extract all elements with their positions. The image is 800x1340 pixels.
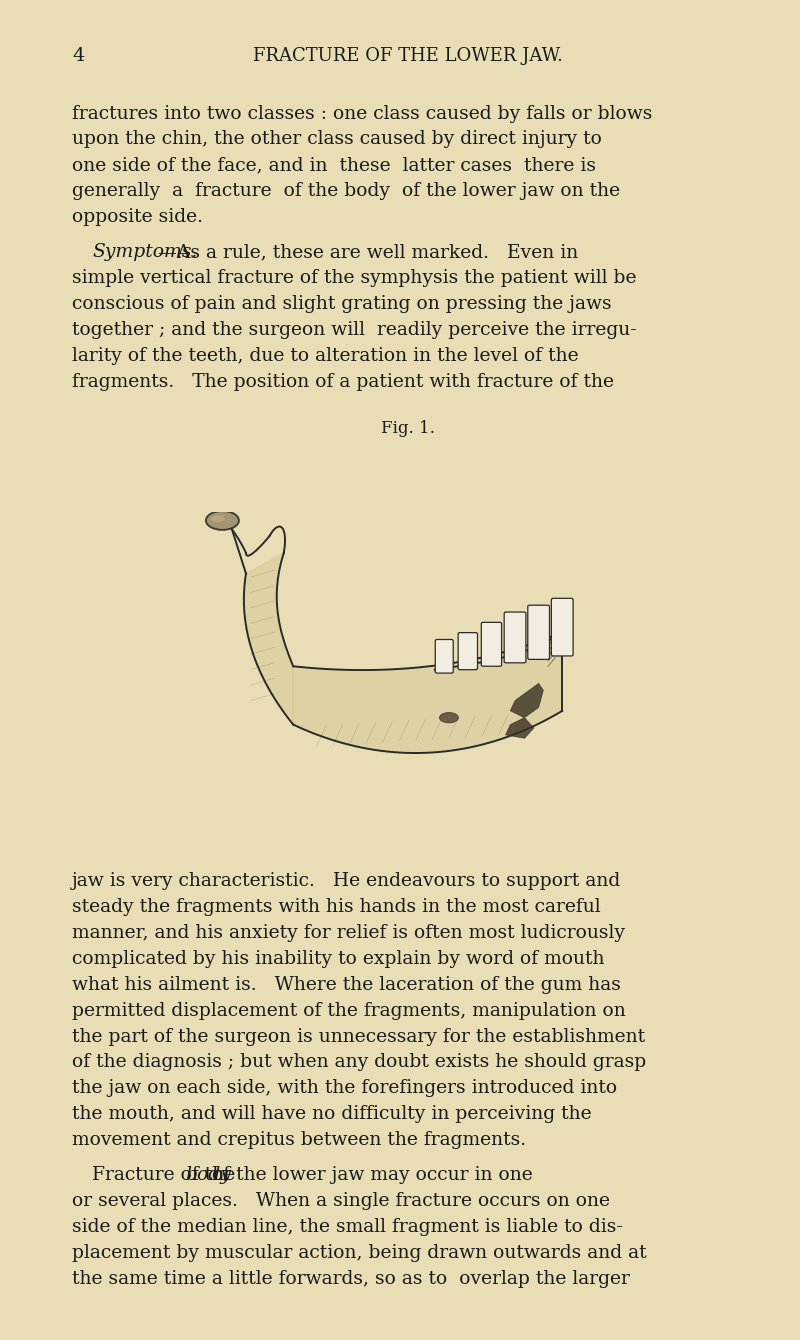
Polygon shape	[506, 718, 534, 738]
Text: fragments.   The position of a patient with fracture of the: fragments. The position of a patient wit…	[72, 373, 614, 390]
Text: placement by muscular action, being drawn outwards and at: placement by muscular action, being draw…	[72, 1244, 646, 1262]
Text: one side of the face, and in  these  latter cases  there is: one side of the face, and in these latte…	[72, 157, 596, 174]
Text: the mouth, and will have no difficulty in perceiving the: the mouth, and will have no difficulty i…	[72, 1106, 592, 1123]
FancyBboxPatch shape	[482, 622, 502, 666]
Text: together ; and the surgeon will  readily perceive the irregu-: together ; and the surgeon will readily …	[72, 320, 637, 339]
Text: conscious of pain and slight grating on pressing the jaws: conscious of pain and slight grating on …	[72, 295, 612, 314]
FancyBboxPatch shape	[435, 639, 454, 673]
FancyBboxPatch shape	[458, 632, 478, 670]
Text: the part of the surgeon is unnecessary for the establishment: the part of the surgeon is unnecessary f…	[72, 1028, 645, 1045]
Text: opposite side.: opposite side.	[72, 208, 203, 226]
Text: of the lower jaw may occur in one: of the lower jaw may occur in one	[206, 1166, 533, 1185]
Polygon shape	[294, 632, 562, 753]
Text: of the diagnosis ; but when any doubt exists he should grasp: of the diagnosis ; but when any doubt ex…	[72, 1053, 646, 1072]
Polygon shape	[244, 553, 294, 725]
Text: or several places.   When a single fracture occurs on one: or several places. When a single fractur…	[72, 1193, 610, 1210]
Polygon shape	[510, 683, 543, 718]
FancyBboxPatch shape	[528, 606, 550, 659]
Text: body: body	[185, 1166, 230, 1185]
Text: side of the median line, the small fragment is liable to dis-: side of the median line, the small fragm…	[72, 1218, 623, 1235]
FancyBboxPatch shape	[504, 612, 526, 663]
Text: FRACTURE OF THE LOWER JAW.: FRACTURE OF THE LOWER JAW.	[253, 47, 563, 64]
Text: complicated by his inability to explain by word of mouth: complicated by his inability to explain …	[72, 950, 605, 967]
Ellipse shape	[206, 511, 239, 529]
Text: Fracture of the: Fracture of the	[92, 1166, 242, 1185]
Ellipse shape	[439, 713, 458, 722]
Text: permitted displacement of the fragments, manipulation on: permitted displacement of the fragments,…	[72, 1002, 626, 1020]
Text: simple vertical fracture of the symphysis the patient will be: simple vertical fracture of the symphysi…	[72, 269, 637, 287]
Ellipse shape	[210, 516, 225, 523]
Text: the jaw on each side, with the forefingers introduced into: the jaw on each side, with the forefinge…	[72, 1079, 617, 1097]
Text: Symptoms.: Symptoms.	[92, 244, 198, 261]
Text: the same time a little forwards, so as to  overlap the larger: the same time a little forwards, so as t…	[72, 1270, 630, 1288]
Text: jaw is very characteristic.   He endeavours to support and: jaw is very characteristic. He endeavour…	[72, 872, 622, 890]
Text: larity of the teeth, due to alteration in the level of the: larity of the teeth, due to alteration i…	[72, 347, 578, 364]
Text: fractures into two classes : one class caused by falls or blows: fractures into two classes : one class c…	[72, 105, 652, 122]
Text: 4: 4	[72, 47, 84, 64]
FancyBboxPatch shape	[551, 599, 573, 657]
Text: generally  a  fracture  of the body  of the lower jaw on the: generally a fracture of the body of the …	[72, 182, 620, 200]
Text: movement and crepitus between the fragments.: movement and crepitus between the fragme…	[72, 1131, 526, 1148]
Text: —As a rule, these are well marked.   Even in: —As a rule, these are well marked. Even …	[158, 244, 578, 261]
Text: Fig. 1.: Fig. 1.	[381, 419, 435, 437]
Text: what his ailment is.   Where the laceration of the gum has: what his ailment is. Where the laceratio…	[72, 976, 621, 994]
Text: manner, and his anxiety for relief is often most ludicrously: manner, and his anxiety for relief is of…	[72, 925, 625, 942]
Text: upon the chin, the other class caused by direct injury to: upon the chin, the other class caused by…	[72, 130, 602, 149]
Text: steady the fragments with his hands in the most careful: steady the fragments with his hands in t…	[72, 898, 601, 917]
